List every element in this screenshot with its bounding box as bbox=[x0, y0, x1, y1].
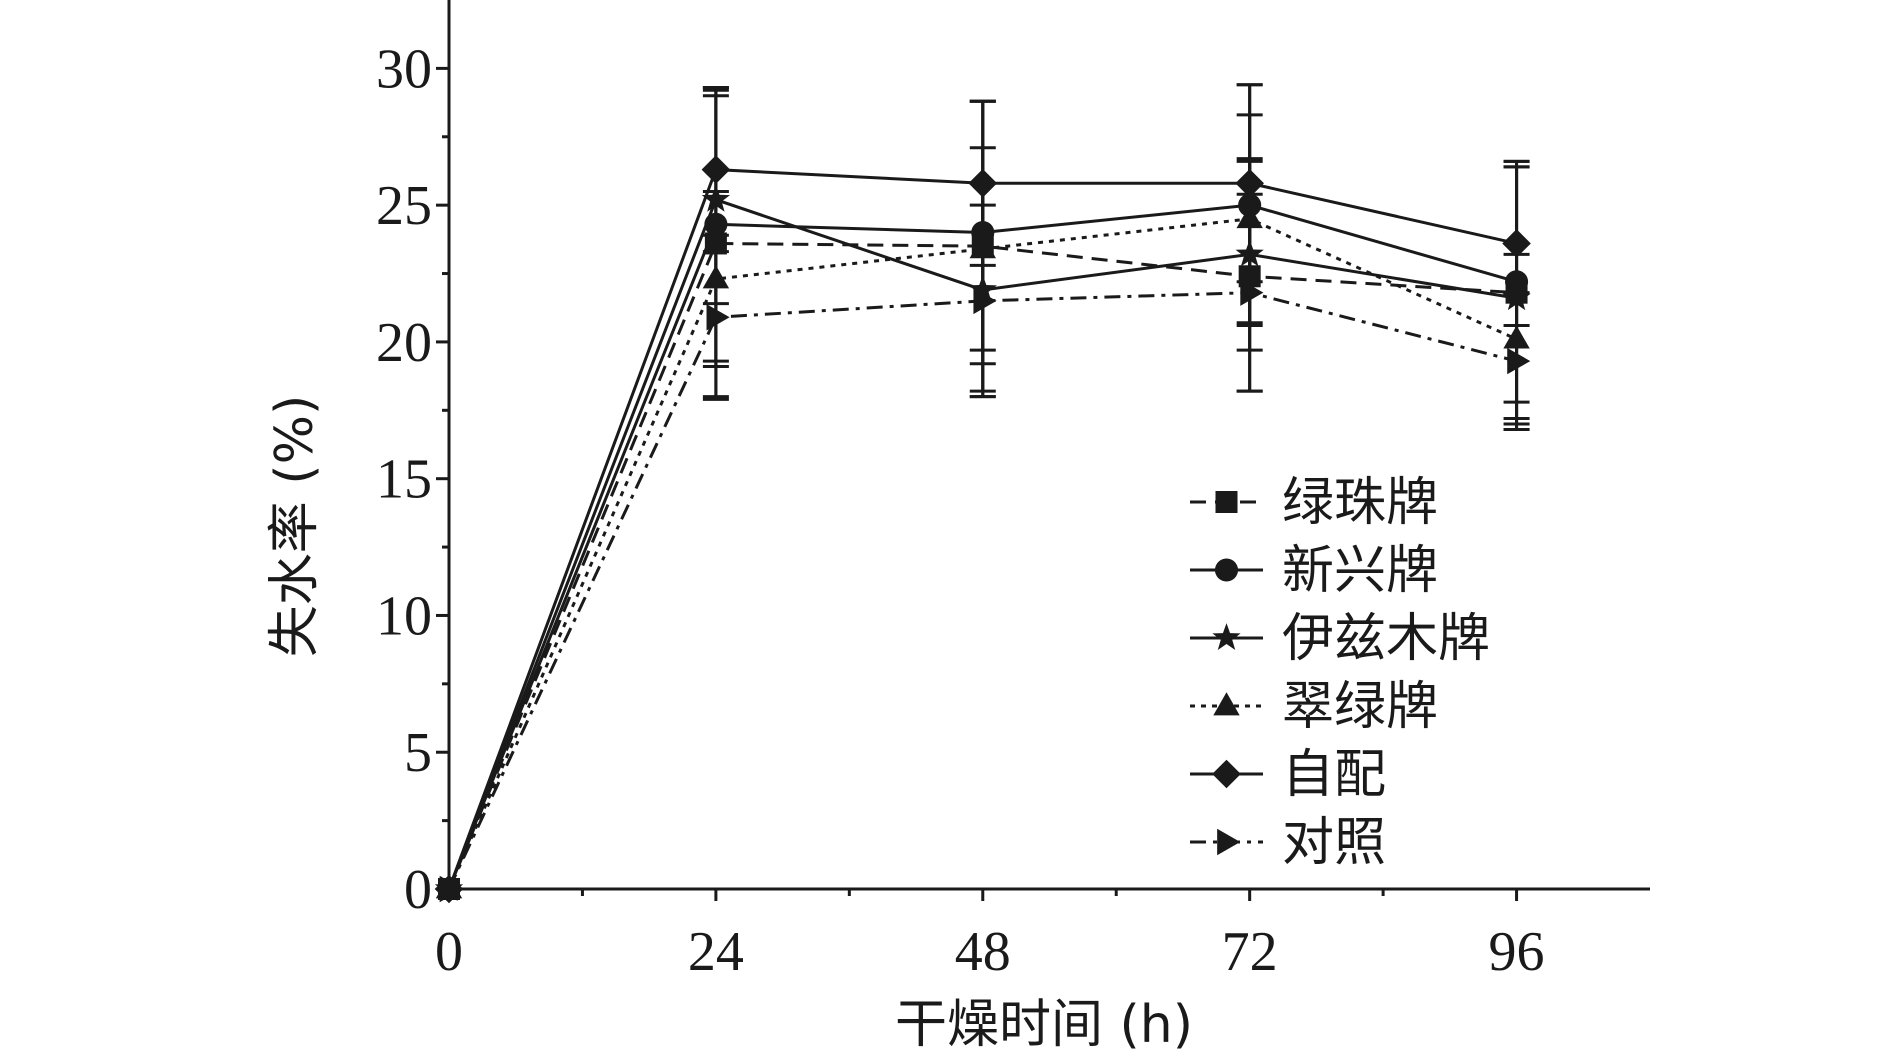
legend-label: 对照 bbox=[1282, 813, 1386, 873]
data-point bbox=[971, 220, 995, 245]
data-point bbox=[701, 155, 731, 184]
x-tick-label: 48 bbox=[955, 921, 1011, 983]
x-tick-label: 0 bbox=[435, 921, 463, 983]
y-tick-label: 0 bbox=[404, 859, 432, 921]
y-tick-label: 5 bbox=[404, 722, 432, 784]
data-point bbox=[706, 304, 730, 331]
data-point bbox=[1240, 279, 1264, 306]
y-axis-title: 失水率 (%) bbox=[265, 395, 325, 658]
x-axis-title: 干燥时间 (h) bbox=[895, 995, 1193, 1055]
legend-label: 绿珠牌 bbox=[1282, 473, 1438, 533]
y-tick-label: 20 bbox=[376, 312, 432, 374]
legend-label: 新兴牌 bbox=[1282, 541, 1438, 601]
data-point bbox=[1236, 205, 1263, 229]
data-point bbox=[973, 287, 997, 315]
data-point bbox=[1505, 270, 1529, 294]
tick-labels: 0 24 48 72 96 0 5 10 15 20 25 30 bbox=[376, 38, 1545, 983]
data-point bbox=[1235, 168, 1264, 198]
legend-marker bbox=[1215, 491, 1238, 513]
legend-marker bbox=[1213, 692, 1240, 716]
axes bbox=[447, 0, 1650, 891]
series-markers bbox=[434, 155, 1531, 904]
y-tick-label: 25 bbox=[376, 175, 432, 237]
y-tick-label: 30 bbox=[376, 38, 432, 100]
legend-label: 翠绿牌 bbox=[1282, 677, 1438, 737]
data-point bbox=[1507, 347, 1531, 375]
data-point bbox=[704, 232, 727, 255]
legend-label: 自配 bbox=[1282, 745, 1386, 805]
ticks bbox=[436, 66, 1519, 901]
data-point bbox=[1502, 283, 1531, 311]
legend-marker bbox=[1212, 759, 1241, 789]
x-tick-label: 24 bbox=[688, 921, 744, 983]
data-point bbox=[702, 265, 730, 289]
x-tick-label: 72 bbox=[1222, 921, 1278, 983]
data-point bbox=[701, 184, 731, 212]
y-tick-label: 10 bbox=[376, 585, 432, 647]
legend-label: 伊兹木牌 bbox=[1282, 609, 1490, 669]
data-point bbox=[1503, 325, 1530, 349]
error-bars bbox=[702, 83, 1530, 431]
legend-marker bbox=[1214, 558, 1239, 582]
data-point bbox=[1235, 239, 1264, 267]
data-point bbox=[439, 875, 463, 903]
legend-marker bbox=[1217, 828, 1241, 856]
y-tick-label: 15 bbox=[376, 449, 432, 511]
legend-marker bbox=[1212, 623, 1241, 651]
x-tick-label: 96 bbox=[1489, 921, 1545, 983]
data-point bbox=[969, 235, 996, 259]
series-line-4 bbox=[447, 217, 1518, 890]
data-point bbox=[968, 275, 997, 302]
data-point bbox=[1502, 229, 1531, 258]
data-point bbox=[968, 168, 998, 198]
data-point bbox=[704, 212, 728, 236]
